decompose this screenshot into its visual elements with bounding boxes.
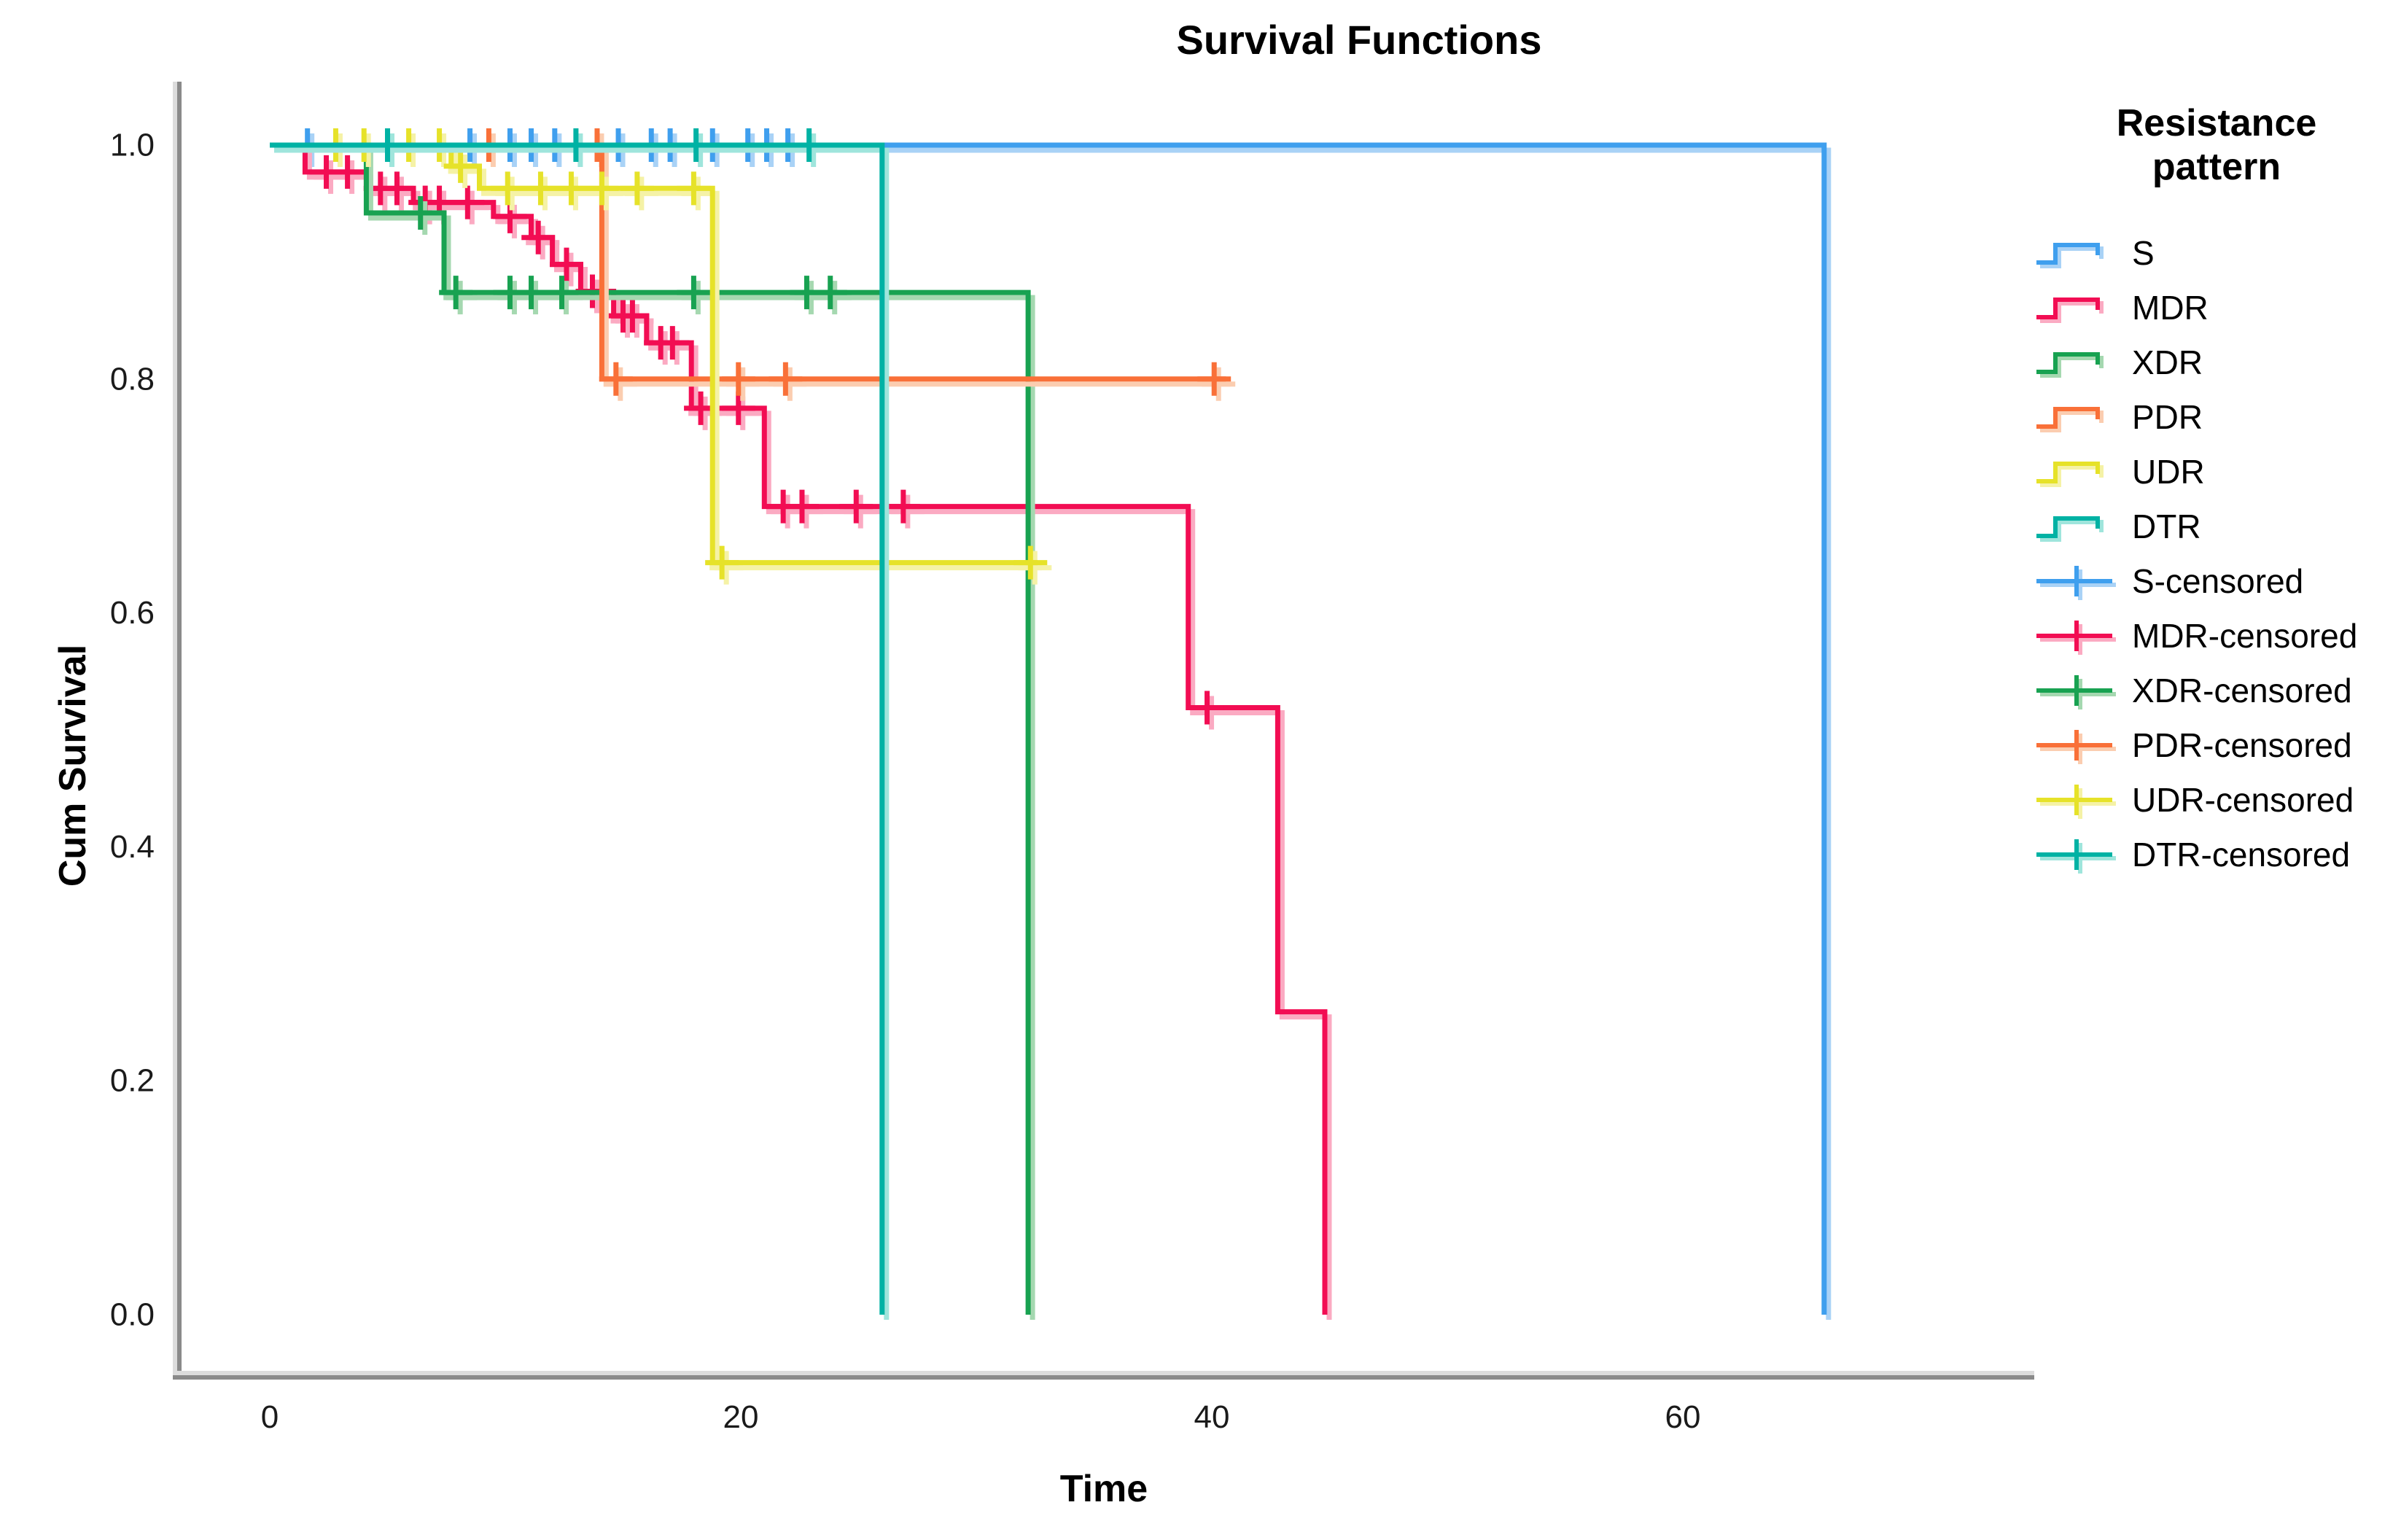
- swatch-cross: [2036, 674, 2112, 706]
- series-line: [270, 142, 1328, 1315]
- legend-label: MDR: [2132, 288, 2209, 327]
- legend-line-swatch: [2036, 406, 2104, 432]
- series-line: [270, 142, 1827, 1315]
- x-tick-label: 60: [1665, 1399, 1701, 1435]
- legend-label: DTR-censored: [2132, 835, 2351, 874]
- series-line: [270, 142, 885, 1315]
- swatch-shadow: [2040, 464, 2104, 487]
- series-line-shadow: [274, 147, 1332, 1320]
- x-axis-title: Time: [1059, 1468, 1148, 1510]
- series-line-shadow: [274, 147, 890, 1320]
- series-line-shadow: [274, 147, 1832, 1320]
- y-tick-label: 0.2: [110, 1063, 155, 1099]
- swatch-line: [2036, 351, 2100, 374]
- y-tick-label: 0.0: [110, 1297, 155, 1333]
- legend-title: Resistance pattern: [2116, 102, 2317, 188]
- legend-label: S-censored: [2132, 561, 2304, 600]
- legend-item-mdr-censored: MDR-censored: [2034, 616, 2399, 656]
- censor-marks: [403, 196, 847, 310]
- swatch-line: [2036, 297, 2100, 319]
- legend-censor-swatch: [2036, 620, 2116, 655]
- legend-item-mdr: MDR: [2034, 288, 2399, 327]
- series-PDR: [270, 128, 1236, 401]
- y-tick-label: 0.4: [110, 829, 155, 865]
- y-axis-title: Cum Survival: [52, 644, 94, 887]
- censor-marks-shadow: [476, 133, 1236, 401]
- series-line-shadow: [274, 147, 1042, 571]
- legend-item-xdr-censored: XDR-censored: [2034, 671, 2399, 710]
- legend-censor-swatch: [2036, 729, 2116, 764]
- legend-line-swatch: [2036, 461, 2104, 487]
- series-S: [270, 128, 1832, 1320]
- series-DTR: [270, 128, 890, 1320]
- series-MDR: [270, 142, 1332, 1320]
- swatch-cross: [2036, 839, 2112, 870]
- y-axis-line: [177, 82, 182, 1380]
- swatch-shadow: [2040, 300, 2104, 323]
- swatch-shadow: [2040, 355, 2104, 378]
- legend-censor-swatch: [2036, 674, 2116, 709]
- legend-label: DTR: [2132, 507, 2201, 545]
- swatch-cross: [2036, 729, 2112, 761]
- legend: Resistance pattern S MDR XDR PDR UDR DTR S-cen…: [2034, 102, 2399, 890]
- series-line: [270, 142, 1226, 382]
- legend-censor-swatch: [2036, 784, 2116, 819]
- legend-item-dtr-censored: DTR-censored: [2034, 835, 2399, 874]
- censor-marks-shadow: [314, 160, 1229, 730]
- censor-marks-shadow: [375, 133, 830, 167]
- swatch-line: [2036, 406, 2100, 429]
- legend-label: XDR: [2132, 343, 2203, 381]
- legend-item-xdr: XDR: [2034, 343, 2399, 382]
- series-line-shadow: [274, 147, 1231, 387]
- legend-line-swatch: [2036, 242, 2104, 268]
- legend-label: PDR: [2132, 397, 2203, 436]
- legend-item-dtr: DTR: [2034, 507, 2399, 546]
- swatch-line: [2036, 242, 2100, 265]
- y-tick-label: 0.6: [110, 595, 155, 631]
- legend-label: UDR-censored: [2132, 780, 2354, 819]
- legend-label: MDR-censored: [2132, 616, 2358, 655]
- legend-item-pdr-censored: PDR-censored: [2034, 726, 2399, 765]
- x-axis-line-highlight: [173, 1371, 2034, 1375]
- chart-title: Survival Functions: [1176, 17, 1542, 63]
- legend-item-udr-censored: UDR-censored: [2034, 780, 2399, 820]
- y-tick-label: 1.0: [110, 128, 155, 163]
- legend-item-udr: UDR: [2034, 452, 2399, 491]
- swatch-cross: [2036, 784, 2112, 815]
- legend-label: PDR-censored: [2132, 726, 2352, 764]
- x-axis-line: [173, 1375, 2034, 1380]
- swatch-cross: [2036, 620, 2112, 651]
- legend-line-swatch: [2036, 516, 2104, 542]
- swatch-cross: [2036, 565, 2112, 596]
- swatch-shadow: [2040, 519, 2104, 542]
- swatch-line: [2036, 516, 2100, 538]
- legend-censor-swatch: [2036, 839, 2116, 874]
- swatch-shadow: [2040, 410, 2104, 432]
- censor-marks: [370, 128, 826, 162]
- y-axis-line-highlight: [173, 82, 177, 1380]
- legend-line-swatch: [2036, 351, 2104, 378]
- censor-marks-shadow: [408, 201, 852, 315]
- legend-label: XDR-censored: [2132, 671, 2352, 709]
- legend-item-pdr: PDR: [2034, 397, 2399, 437]
- x-tick-label: 40: [1194, 1399, 1230, 1435]
- legend-item-s-censored: S-censored: [2034, 561, 2399, 601]
- legend-item-s: S: [2034, 233, 2399, 273]
- censor-marks: [472, 128, 1231, 396]
- legend-censor-swatch: [2036, 565, 2116, 600]
- swatch-shadow: [2040, 246, 2104, 268]
- legend-label: UDR: [2132, 452, 2205, 491]
- y-tick-label: 0.8: [110, 361, 155, 397]
- legend-label: S: [2132, 233, 2155, 272]
- legend-line-swatch: [2036, 297, 2104, 323]
- legend-entries: S MDR XDR PDR UDR DTR S-censored MDR-censored XD…: [2034, 233, 2399, 874]
- swatch-line: [2036, 461, 2100, 483]
- x-tick-label: 20: [723, 1399, 759, 1435]
- x-tick-label: 0: [261, 1399, 279, 1435]
